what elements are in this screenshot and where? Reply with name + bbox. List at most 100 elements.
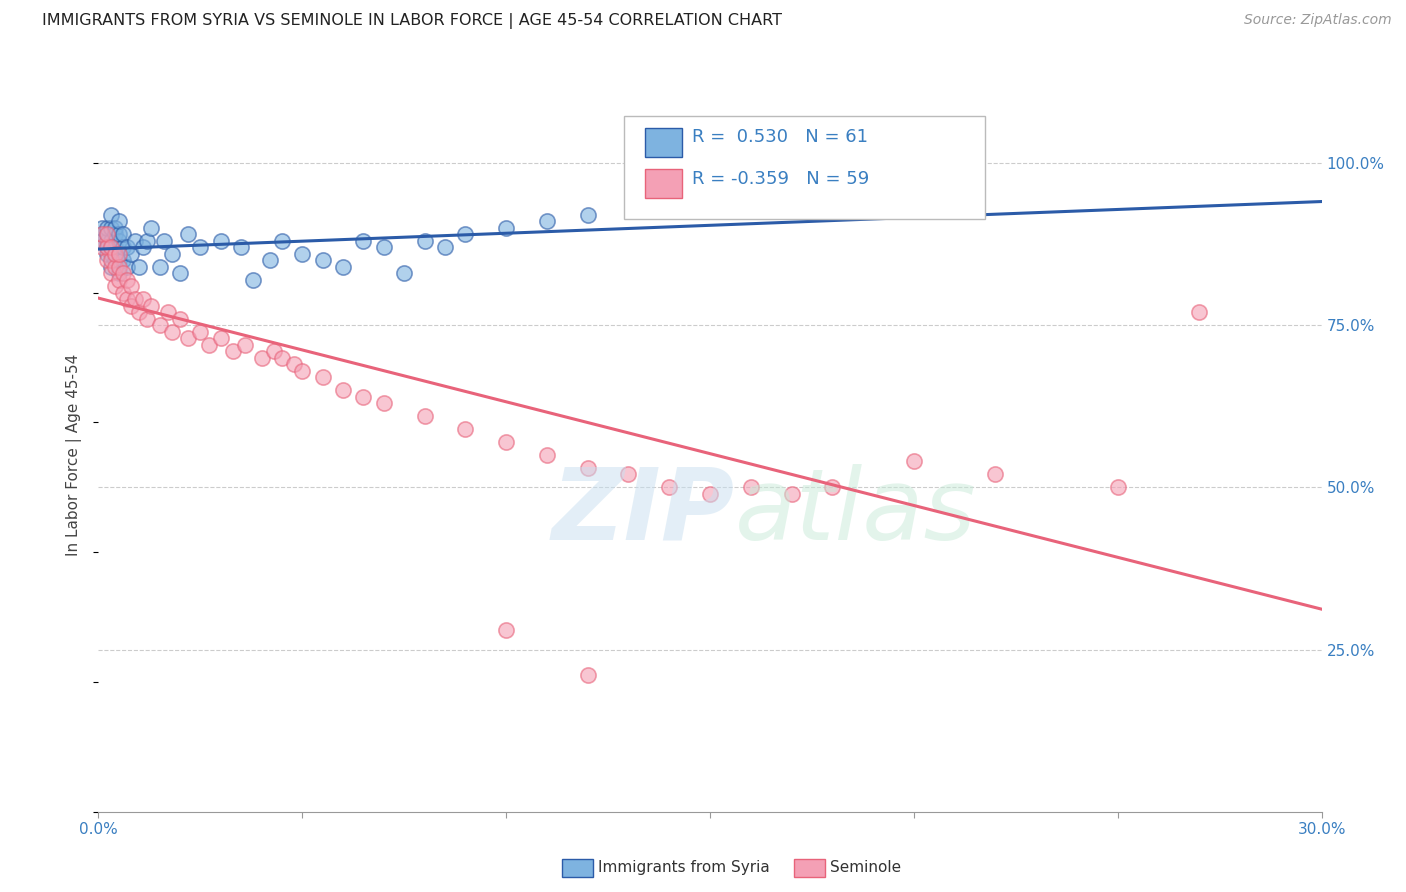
Point [454,422,477,436]
Point [495,434,517,449]
Point [263,344,285,359]
Point [104,247,127,261]
Y-axis label: In Labor Force | Age 45-54: In Labor Force | Age 45-54 [66,354,83,556]
Point [495,623,517,637]
Point [231,240,253,254]
Point [903,454,925,468]
Point [100,208,122,222]
Point [115,292,138,306]
Text: Source: ZipAtlas.com: Source: ZipAtlas.com [1244,13,1392,28]
Point [821,480,844,494]
Point [141,299,163,313]
Point [132,240,155,254]
Point [108,234,131,248]
Point [136,234,159,248]
Point [413,409,436,423]
Point [352,234,374,248]
Point [136,311,159,326]
Point [91,234,114,248]
Point [132,292,155,306]
Point [100,234,122,248]
Text: IMMIGRANTS FROM SYRIA VS SEMINOLE IN LABOR FORCE | AGE 45-54 CORRELATION CHART: IMMIGRANTS FROM SYRIA VS SEMINOLE IN LAB… [42,13,782,29]
Point [91,227,114,242]
Point [128,305,150,319]
Point [413,234,436,248]
Point [454,227,477,242]
Point [270,234,294,248]
Point [576,208,599,222]
Point [177,227,200,242]
Point [149,260,172,274]
Point [332,260,354,274]
Point [100,220,122,235]
Point [104,247,127,261]
Point [658,480,681,494]
Point [291,247,314,261]
Point [188,325,212,339]
Point [373,396,395,410]
Point [312,370,335,384]
Point [373,240,395,254]
Point [617,467,640,482]
Point [104,279,127,293]
Point [96,234,118,248]
Point [242,273,264,287]
Point [312,253,335,268]
Point [104,253,127,268]
Point [576,668,599,682]
Point [124,292,146,306]
Text: R = -0.359   N = 59: R = -0.359 N = 59 [692,169,869,187]
Point [115,260,138,274]
Point [536,214,558,228]
Point [209,331,232,345]
Point [100,247,122,261]
Point [149,318,172,333]
Text: Seminole: Seminole [830,861,901,875]
Point [156,305,179,319]
Point [108,227,131,242]
Point [120,279,142,293]
Point [104,227,127,242]
Point [108,214,131,228]
Point [108,260,131,274]
Point [160,325,183,339]
Point [1188,305,1211,319]
Point [115,273,138,287]
Point [104,260,127,274]
Point [740,188,762,202]
Point [111,253,134,268]
Point [209,234,232,248]
Point [332,383,354,397]
Point [111,285,134,300]
Bar [645,169,682,198]
Point [108,247,131,261]
Point [96,227,118,242]
Point [197,337,219,351]
Point [283,357,305,371]
Point [91,227,114,242]
Point [124,234,146,248]
Point [100,240,122,254]
Point [100,240,122,254]
Point [160,247,183,261]
Point [169,311,191,326]
Point [699,487,721,501]
Point [392,266,416,280]
Point [91,220,114,235]
Point [128,260,150,274]
Point [115,240,138,254]
Point [259,253,281,268]
Point [96,253,118,268]
Point [536,448,558,462]
Point [108,266,131,280]
Text: atlas: atlas [734,464,976,560]
Point [120,299,142,313]
Point [104,240,127,254]
Point [352,390,374,404]
Point [96,240,118,254]
Point [91,240,114,254]
Bar [645,128,682,157]
Point [169,266,191,280]
Point [104,220,127,235]
Point [984,467,1007,482]
